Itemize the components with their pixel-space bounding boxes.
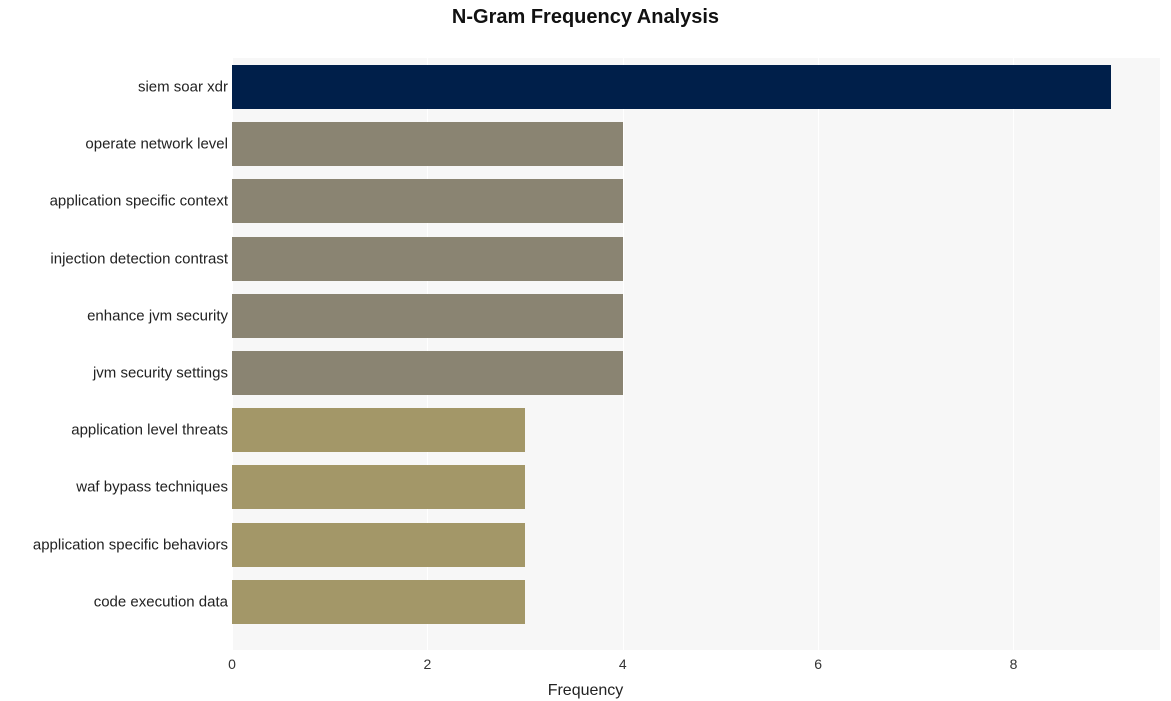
y-tick-label: waf bypass techniques	[76, 479, 228, 496]
x-axis-label: Frequency	[0, 682, 1171, 700]
y-tick-label: application specific context	[50, 193, 228, 210]
y-tick-label: enhance jvm security	[87, 307, 228, 324]
x-gridline	[1013, 36, 1014, 650]
x-tick-label: 0	[228, 656, 236, 672]
y-tick-label: siem soar xdr	[138, 79, 228, 96]
chart-title: N-Gram Frequency Analysis	[0, 6, 1171, 29]
x-tick-label: 4	[619, 656, 627, 672]
bar	[232, 179, 623, 223]
y-tick-label: jvm security settings	[93, 365, 228, 382]
x-tick-label: 8	[1010, 656, 1018, 672]
y-tick-label: injection detection contrast	[50, 250, 228, 267]
x-gridline	[623, 36, 624, 650]
plot-area	[232, 36, 1160, 650]
x-gridline	[818, 36, 819, 650]
y-tick-label: application specific behaviors	[33, 536, 228, 553]
y-tick-label: code execution data	[94, 593, 228, 610]
bar	[232, 122, 623, 166]
y-tick-label: application level threats	[71, 422, 228, 439]
bar	[232, 465, 525, 509]
bar	[232, 65, 1111, 109]
bar	[232, 237, 623, 281]
bar	[232, 580, 525, 624]
x-tick-label: 6	[814, 656, 822, 672]
row-band	[232, 630, 1160, 650]
x-tick-label: 2	[423, 656, 431, 672]
bar	[232, 408, 525, 452]
ngram-frequency-chart: N-Gram Frequency Analysis Frequency siem…	[0, 0, 1171, 701]
y-tick-label: operate network level	[85, 136, 228, 153]
bar	[232, 523, 525, 567]
bar	[232, 294, 623, 338]
bar	[232, 351, 623, 395]
